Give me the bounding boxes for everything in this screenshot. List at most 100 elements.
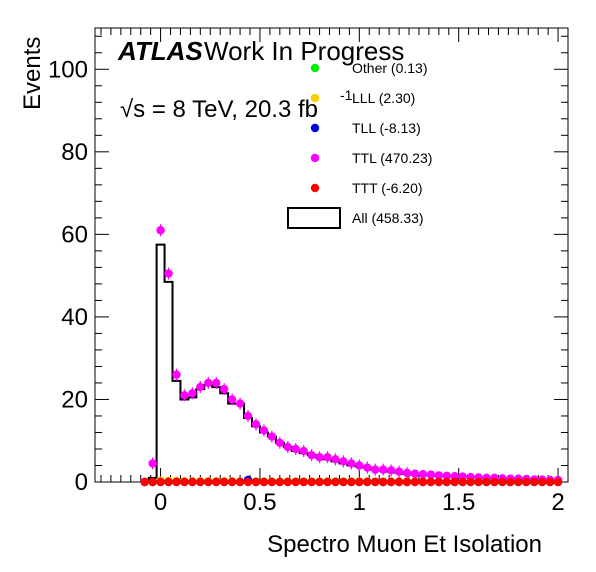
data-point [450,477,459,487]
legend-marker [310,153,320,163]
data-point [426,470,436,479]
data-point [291,444,300,454]
legend-marker-all [287,207,341,229]
data-point [339,477,348,487]
data-point [172,370,181,379]
y-tick-label: 20 [61,386,88,413]
data-point [458,477,467,487]
data-point [450,472,459,481]
energy-superscript: -1 [340,87,353,103]
data-point [331,477,340,487]
data-point [251,420,261,429]
data-point [434,471,444,480]
data-point [315,453,324,462]
data-point [355,461,364,470]
data-point [299,477,308,487]
data-point [156,477,165,487]
data-point [442,477,451,487]
x-tick-label: 0 [154,489,167,516]
data-point [553,477,563,487]
status-label: Work In Progress [204,36,404,66]
data-point [212,477,221,487]
data-point [212,378,221,388]
data-point [339,457,348,466]
data-point [227,477,237,487]
data-point [386,477,396,487]
data-point [522,477,531,487]
legend-entry: TTT (-6.20) [352,180,423,196]
data-point [156,226,165,235]
legend-marker [310,93,320,103]
data-point [434,477,444,487]
x-tick-label: 2 [551,489,564,516]
data-point [235,399,245,408]
data-point [164,269,173,278]
data-point [148,459,157,468]
legend-entry: TTL (470.23) [352,150,432,166]
data-point [204,477,213,487]
data-point [537,477,547,487]
y-tick-label: 100 [48,56,88,83]
data-point [259,426,269,435]
data-point [172,477,181,487]
data-point [275,438,285,447]
data-point [347,477,356,487]
data-point [219,384,229,394]
data-point [180,477,189,487]
data-point [394,477,404,487]
data-point [148,477,157,487]
data-point [410,477,420,487]
data-point [426,477,436,487]
data-point [196,477,205,487]
data-point [514,477,523,487]
data-point [347,459,356,468]
data-point [219,477,229,487]
data-point [482,477,491,487]
data-point [243,477,253,487]
data-point [378,477,388,487]
data-point [466,477,475,487]
data-point [196,382,205,392]
data-point [291,477,300,487]
data-point [378,465,388,474]
x-tick-label: 1.5 [442,489,475,516]
data-point [418,469,428,479]
data-point [188,389,197,398]
data-point [323,477,332,487]
data-point [371,477,380,487]
data-point [235,477,245,487]
legend-marker [310,123,320,133]
data-point [331,455,340,464]
data-point [299,446,308,456]
legend-marker [310,63,320,73]
data-point [410,469,420,478]
data-point [545,477,555,487]
axis-ticks [95,28,568,483]
x-tick-label: 1 [353,489,366,516]
data-point [251,477,261,487]
data-point [180,391,189,400]
data-point [275,477,285,487]
y-tick-label: 80 [61,139,88,166]
data-point [243,411,253,421]
atlas-label: ATLAS [117,36,203,66]
data-point [418,477,428,487]
legend-entry-all: All (458.33) [352,210,424,226]
all-histogram [140,243,563,483]
legend-marker [310,183,320,193]
data-point [363,463,372,472]
data-point [402,468,412,478]
data-point [490,477,499,487]
legend-entry: Other (0.13) [352,60,427,76]
data-point [530,477,539,487]
data-point [355,477,364,487]
legend: Other (0.13) LLL (2.30) TLL (-8.13) TTL (47… [287,60,432,229]
data-point [498,477,507,487]
y-tick-label: 40 [61,304,88,331]
data-point [402,477,412,487]
data-point [307,477,316,487]
data-point [204,378,213,388]
x-axis-title: Spectro Muon Et Isolation [267,531,542,558]
